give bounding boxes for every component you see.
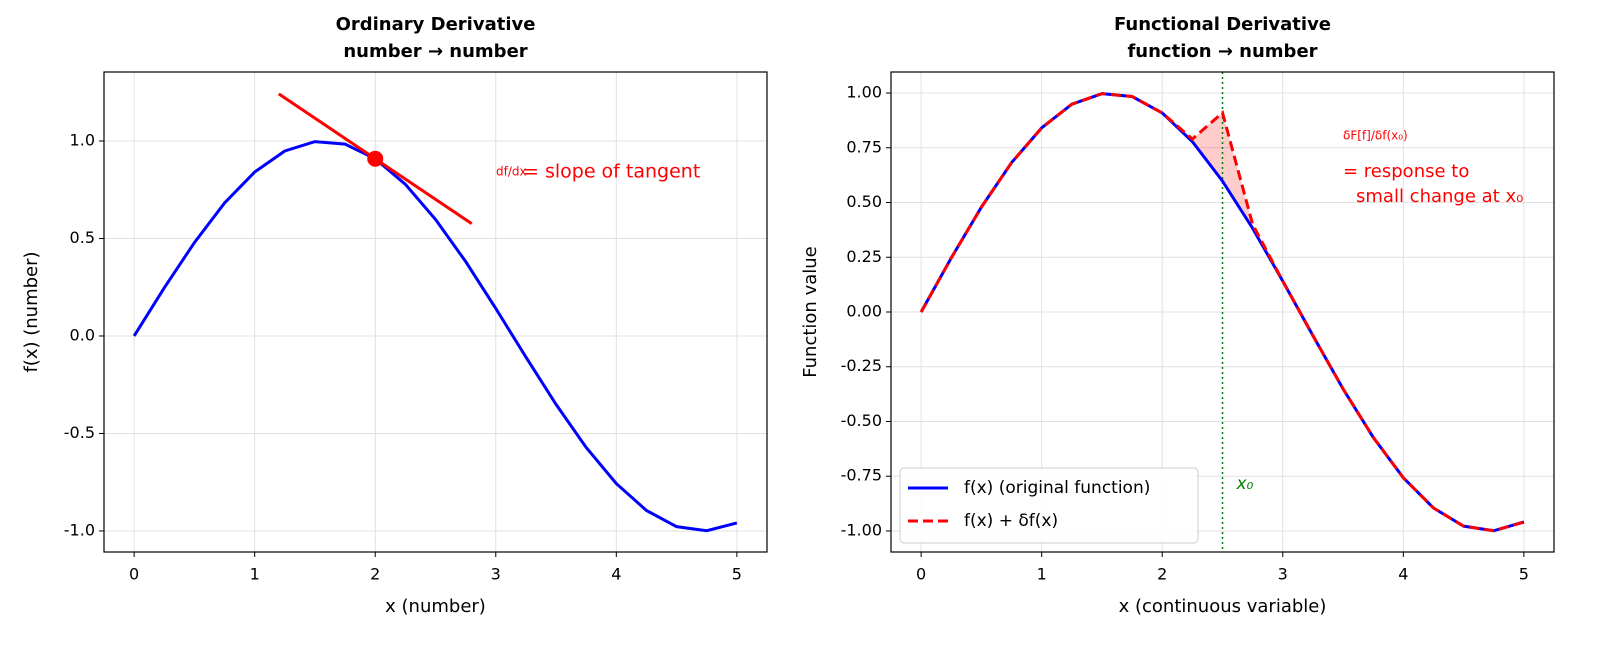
y-axis-label: Function value bbox=[800, 246, 821, 377]
series-line bbox=[919, 92, 1525, 533]
chart-subtitle: number → number bbox=[343, 41, 527, 62]
plot-frame bbox=[890, 71, 1555, 553]
x-axis-label: x (number) bbox=[385, 596, 486, 617]
x-tick-label: 3 bbox=[491, 565, 501, 584]
x-tick-label: 1 bbox=[1037, 565, 1047, 584]
series-line bbox=[132, 140, 738, 533]
annotation: small change at x₀ bbox=[1356, 186, 1523, 207]
x-tick-label: 4 bbox=[611, 565, 621, 584]
y-tick-label: 0.50 bbox=[846, 192, 882, 211]
y-tick-label: -0.25 bbox=[841, 356, 882, 375]
y-tick-label: 0.25 bbox=[846, 247, 882, 266]
x-tick-label: 3 bbox=[1278, 565, 1288, 584]
chart-subtitle: function → number bbox=[1127, 41, 1317, 62]
legend-label: f(x) (original function) bbox=[964, 478, 1150, 498]
x-tick-label: 0 bbox=[129, 565, 139, 584]
y-tick-label: -0.5 bbox=[64, 423, 95, 442]
legend-label: f(x) + δf(x) bbox=[964, 511, 1058, 531]
y-tick-label: 1.0 bbox=[70, 131, 95, 150]
y-tick-label: -1.00 bbox=[841, 520, 882, 539]
x-tick-label: 2 bbox=[370, 565, 380, 584]
x-tick-label: 5 bbox=[1519, 565, 1529, 584]
y-tick-label: 0.75 bbox=[846, 137, 882, 156]
annotation: δF[f]/δf(x₀) bbox=[1343, 129, 1408, 143]
y-tick-label: 1.00 bbox=[846, 83, 882, 102]
x-tick-label: 1 bbox=[250, 565, 260, 584]
plot-frame bbox=[103, 71, 768, 553]
x-tick-label: 5 bbox=[732, 565, 742, 584]
y-tick-label: -0.75 bbox=[841, 466, 882, 485]
y-tick-label: -0.50 bbox=[841, 411, 882, 430]
x-tick-label: 4 bbox=[1398, 565, 1408, 584]
y-axis-label: f(x) (number) bbox=[21, 251, 42, 372]
chart-title: Ordinary Derivative bbox=[336, 14, 536, 35]
y-tick-label: 0.5 bbox=[70, 228, 95, 247]
x-tick-label: 0 bbox=[916, 565, 926, 584]
y-tick-label: 0.00 bbox=[846, 302, 882, 321]
tangent-point bbox=[367, 150, 384, 167]
y-tick-label: -1.0 bbox=[64, 520, 95, 539]
annotation: = response to bbox=[1343, 161, 1469, 182]
annotation: df/dx bbox=[496, 165, 527, 179]
chart-title: Functional Derivative bbox=[1114, 14, 1331, 35]
annotation: = slope of tangent bbox=[523, 161, 700, 183]
x-tick-label: 2 bbox=[1157, 565, 1167, 584]
x-axis-label: x (continuous variable) bbox=[1119, 596, 1327, 617]
reference-label: x₀ bbox=[1236, 474, 1254, 494]
perturbation-fill bbox=[1162, 112, 1283, 282]
y-tick-label: 0.0 bbox=[70, 325, 95, 344]
legend-box bbox=[899, 467, 1199, 544]
